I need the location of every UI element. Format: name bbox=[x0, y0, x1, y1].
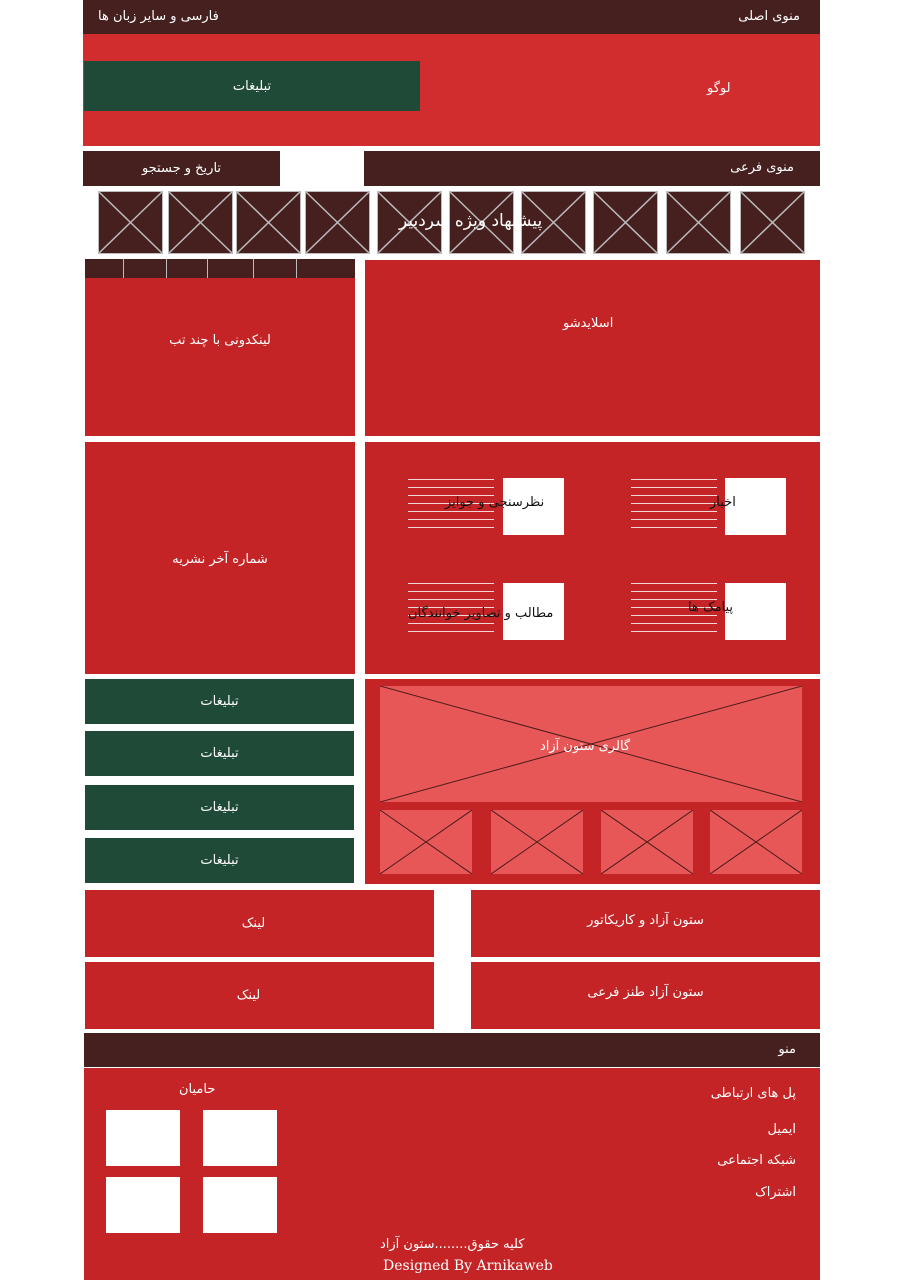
last-issue-label: شماره آخر نشریه bbox=[172, 551, 268, 567]
subscribe-link[interactable]: اشتراک bbox=[755, 1185, 796, 1200]
tab-divider[interactable] bbox=[166, 259, 167, 278]
gallery-label: گالری ستون آزاد bbox=[540, 739, 631, 754]
slideshow-label: اسلایدشو bbox=[563, 316, 614, 331]
email-link[interactable]: ایمیل bbox=[767, 1122, 796, 1137]
designed-by[interactable]: Designed By Arnikaweb bbox=[383, 1258, 553, 1274]
thumb[interactable] bbox=[305, 191, 370, 254]
thumb[interactable] bbox=[521, 191, 586, 254]
last-issue-panel[interactable]: شماره آخر نشریه bbox=[85, 442, 355, 674]
text-lines bbox=[408, 583, 494, 639]
polls-thumb[interactable] bbox=[503, 478, 564, 535]
sub-menu[interactable]: منوی فرعی bbox=[730, 160, 794, 175]
news-label[interactable]: اخبار bbox=[710, 495, 736, 510]
logo[interactable]: لوگو bbox=[707, 81, 731, 96]
tab-divider[interactable] bbox=[207, 259, 208, 278]
text-lines bbox=[408, 479, 494, 535]
sms-label[interactable]: پیامک ها bbox=[688, 600, 734, 615]
link-label: لینک bbox=[236, 988, 261, 1003]
reader-content-thumb[interactable] bbox=[503, 583, 564, 640]
link-box[interactable]: لینک bbox=[85, 962, 434, 1029]
footer-menu[interactable]: منو bbox=[778, 1042, 796, 1057]
linkbox-label: لینکدونی با چند تب bbox=[169, 333, 271, 348]
top-bar: فارسی و سایر زبان ها منوی اصلی bbox=[83, 0, 820, 34]
gallery-thumb[interactable] bbox=[380, 810, 472, 874]
satire-column[interactable]: ستون آزاد طنز فرعی bbox=[471, 962, 820, 1029]
date-search-label: تاریخ و جستجو bbox=[141, 161, 222, 176]
thumb[interactable] bbox=[666, 191, 731, 254]
sponsor-logo[interactable] bbox=[106, 1110, 180, 1166]
link-label: لینک bbox=[241, 916, 266, 931]
ad-label: تبلیغات bbox=[200, 746, 239, 761]
linkbox-panel[interactable]: لینکدونی با چند تب bbox=[85, 278, 355, 436]
main-menu[interactable]: منوی اصلی bbox=[738, 9, 800, 24]
news-thumb[interactable] bbox=[725, 478, 786, 535]
header: تبلیغات لوگو bbox=[83, 34, 820, 146]
text-lines bbox=[631, 583, 717, 639]
header-ad-banner[interactable]: تبلیغات bbox=[84, 61, 420, 111]
copyright: کلیه حقوق........ستون آزاد bbox=[380, 1237, 525, 1252]
sponsor-logo[interactable] bbox=[203, 1177, 277, 1233]
ad-label: تبلیغات bbox=[200, 800, 239, 815]
slideshow[interactable]: اسلایدشو bbox=[365, 260, 820, 436]
text-lines bbox=[631, 479, 717, 535]
thumb[interactable] bbox=[449, 191, 514, 254]
sms-thumb[interactable] bbox=[725, 583, 786, 640]
thumb[interactable] bbox=[168, 191, 233, 254]
caricature-label: ستون آزاد و کاریکاتور bbox=[587, 913, 704, 928]
linkbox-tabs bbox=[85, 259, 355, 278]
tab-divider[interactable] bbox=[123, 259, 124, 278]
footer: حامیان پل های ارتباطی ایمیل شبکه اجتماعی… bbox=[84, 1068, 820, 1280]
tab-divider[interactable] bbox=[253, 259, 254, 278]
reader-content-label[interactable]: مطالب و تصاویر خوانندگان bbox=[408, 606, 554, 621]
language-menu[interactable]: فارسی و سایر زبان ها bbox=[98, 9, 219, 24]
ad-label: تبلیغات bbox=[200, 853, 239, 868]
contact-title: پل های ارتباطی bbox=[710, 1086, 796, 1101]
gallery-thumb[interactable] bbox=[710, 810, 802, 874]
sub-menu-bar: منوی فرعی bbox=[364, 151, 820, 186]
sponsor-logo[interactable] bbox=[106, 1177, 180, 1233]
link-box[interactable]: لینک bbox=[85, 890, 434, 957]
thumb[interactable] bbox=[236, 191, 301, 254]
gallery-thumb[interactable] bbox=[491, 810, 583, 874]
gallery-main-image[interactable]: گالری ستون آزاد bbox=[380, 686, 802, 802]
editor-picks-strip: پیشنهاد ویژه سردبیر bbox=[83, 189, 820, 255]
ad-label: تبلیغات bbox=[200, 694, 239, 709]
header-ad-label: تبلیغات bbox=[232, 78, 272, 94]
thumb[interactable] bbox=[740, 191, 805, 254]
ad-banner[interactable]: تبلیغات bbox=[85, 785, 354, 830]
tab-divider[interactable] bbox=[296, 259, 297, 278]
editor-picks-title: پیشنهاد ویژه سردبیر bbox=[399, 211, 543, 231]
caricature-column[interactable]: ستون آزاد و کاریکاتور bbox=[471, 890, 820, 957]
sponsors-title: حامیان bbox=[179, 1082, 216, 1097]
thumb[interactable] bbox=[377, 191, 442, 254]
polls-label[interactable]: نظرسنجی و جوایز bbox=[445, 495, 545, 510]
sponsor-logo[interactable] bbox=[203, 1110, 277, 1166]
gallery-thumb[interactable] bbox=[601, 810, 693, 874]
gallery-panel: گالری ستون آزاد bbox=[365, 679, 820, 884]
footer-menu-bar: منو bbox=[84, 1033, 820, 1067]
date-search-bar[interactable]: تاریخ و جستجو bbox=[83, 151, 280, 186]
thumb[interactable] bbox=[98, 191, 163, 254]
thumb[interactable] bbox=[593, 191, 658, 254]
sections-panel: نظرسنجی و جوایز اخبار مطالب و تصاویر خوا… bbox=[365, 442, 820, 674]
ad-banner[interactable]: تبلیغات bbox=[85, 731, 354, 776]
social-link[interactable]: شبکه اجتماعی bbox=[717, 1153, 796, 1168]
ad-banner[interactable]: تبلیغات bbox=[85, 679, 354, 724]
ad-banner[interactable]: تبلیغات bbox=[85, 838, 354, 883]
satire-label: ستون آزاد طنز فرعی bbox=[587, 985, 704, 1000]
